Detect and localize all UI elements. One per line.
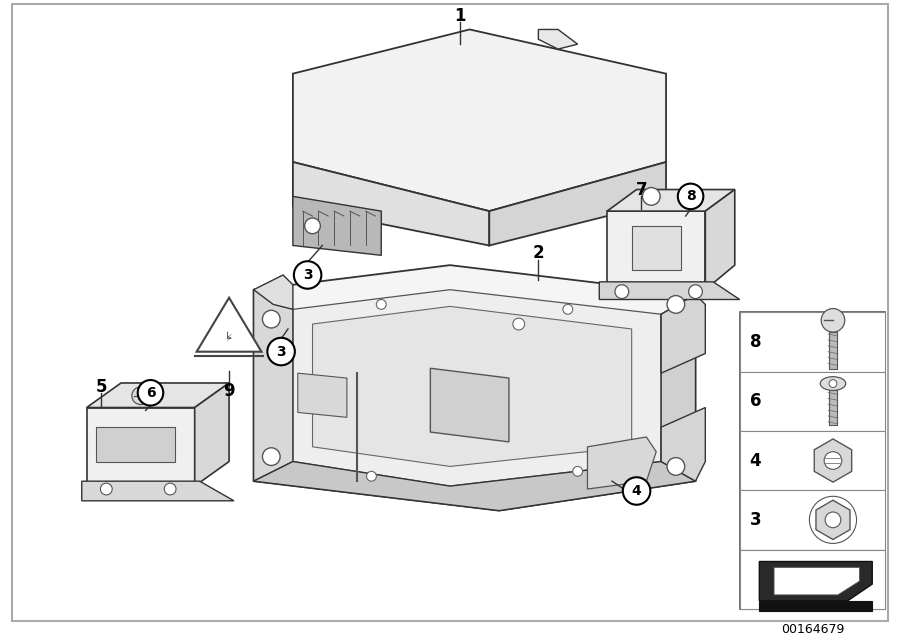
Polygon shape bbox=[706, 190, 734, 289]
Circle shape bbox=[305, 218, 320, 233]
Bar bbox=[740, 550, 885, 609]
Polygon shape bbox=[599, 282, 740, 300]
Polygon shape bbox=[86, 383, 230, 408]
Polygon shape bbox=[608, 211, 706, 289]
Polygon shape bbox=[292, 162, 490, 245]
Text: 4: 4 bbox=[750, 452, 761, 469]
Circle shape bbox=[101, 483, 112, 495]
Bar bbox=[740, 371, 885, 431]
Text: 2: 2 bbox=[533, 244, 544, 263]
Polygon shape bbox=[86, 408, 194, 486]
Polygon shape bbox=[292, 289, 662, 486]
Polygon shape bbox=[82, 481, 234, 501]
Circle shape bbox=[825, 512, 841, 528]
Circle shape bbox=[562, 305, 572, 314]
Circle shape bbox=[821, 308, 845, 332]
Text: 8: 8 bbox=[686, 190, 696, 204]
Polygon shape bbox=[312, 307, 632, 466]
Bar bbox=[829, 332, 837, 370]
Polygon shape bbox=[814, 439, 851, 482]
Circle shape bbox=[824, 452, 842, 469]
Polygon shape bbox=[760, 601, 872, 611]
Polygon shape bbox=[254, 289, 292, 481]
Polygon shape bbox=[662, 294, 706, 373]
Circle shape bbox=[263, 310, 280, 328]
Polygon shape bbox=[292, 197, 382, 255]
Circle shape bbox=[164, 483, 176, 495]
Polygon shape bbox=[760, 562, 872, 601]
Polygon shape bbox=[608, 190, 734, 211]
Circle shape bbox=[623, 477, 651, 505]
Text: 1: 1 bbox=[454, 7, 465, 25]
Circle shape bbox=[138, 380, 163, 406]
Polygon shape bbox=[298, 373, 346, 417]
Polygon shape bbox=[292, 29, 666, 211]
Polygon shape bbox=[254, 462, 696, 511]
Circle shape bbox=[688, 285, 702, 298]
Circle shape bbox=[376, 300, 386, 309]
Circle shape bbox=[643, 188, 660, 205]
Text: 4: 4 bbox=[632, 484, 642, 498]
Bar bbox=[829, 391, 837, 425]
Circle shape bbox=[267, 338, 295, 365]
Polygon shape bbox=[490, 162, 666, 245]
Polygon shape bbox=[96, 427, 175, 462]
Polygon shape bbox=[430, 368, 508, 442]
Text: 3: 3 bbox=[750, 511, 761, 529]
Text: 6: 6 bbox=[146, 386, 156, 400]
Polygon shape bbox=[254, 265, 696, 511]
Bar bbox=[740, 312, 885, 371]
Circle shape bbox=[572, 466, 582, 476]
Bar bbox=[740, 550, 885, 609]
Circle shape bbox=[294, 261, 321, 289]
Polygon shape bbox=[254, 275, 292, 309]
Text: 3: 3 bbox=[302, 268, 312, 282]
Polygon shape bbox=[538, 29, 578, 49]
Polygon shape bbox=[588, 437, 656, 489]
Circle shape bbox=[513, 318, 525, 330]
Circle shape bbox=[263, 448, 280, 466]
Polygon shape bbox=[662, 408, 706, 481]
Text: 8: 8 bbox=[750, 333, 761, 351]
Text: 6: 6 bbox=[750, 392, 761, 410]
Bar bbox=[740, 490, 885, 550]
Ellipse shape bbox=[820, 377, 846, 391]
Text: 9: 9 bbox=[223, 382, 235, 400]
Circle shape bbox=[678, 184, 704, 209]
Polygon shape bbox=[196, 298, 262, 352]
Text: 00164679: 00164679 bbox=[780, 623, 844, 635]
Polygon shape bbox=[774, 567, 860, 595]
Text: 7: 7 bbox=[635, 181, 647, 198]
Polygon shape bbox=[662, 294, 696, 481]
Text: ꓡ: ꓡ bbox=[227, 331, 231, 341]
Text: 3: 3 bbox=[276, 345, 286, 359]
Text: ⚡: ⚡ bbox=[226, 333, 232, 343]
Circle shape bbox=[131, 387, 149, 404]
Circle shape bbox=[667, 458, 685, 475]
Circle shape bbox=[667, 296, 685, 314]
Text: 5: 5 bbox=[95, 378, 107, 396]
Bar bbox=[740, 312, 885, 609]
Circle shape bbox=[366, 471, 376, 481]
Circle shape bbox=[615, 285, 629, 298]
Polygon shape bbox=[194, 383, 230, 486]
Polygon shape bbox=[632, 226, 680, 270]
Circle shape bbox=[829, 380, 837, 387]
Bar bbox=[740, 431, 885, 490]
Polygon shape bbox=[816, 501, 850, 539]
